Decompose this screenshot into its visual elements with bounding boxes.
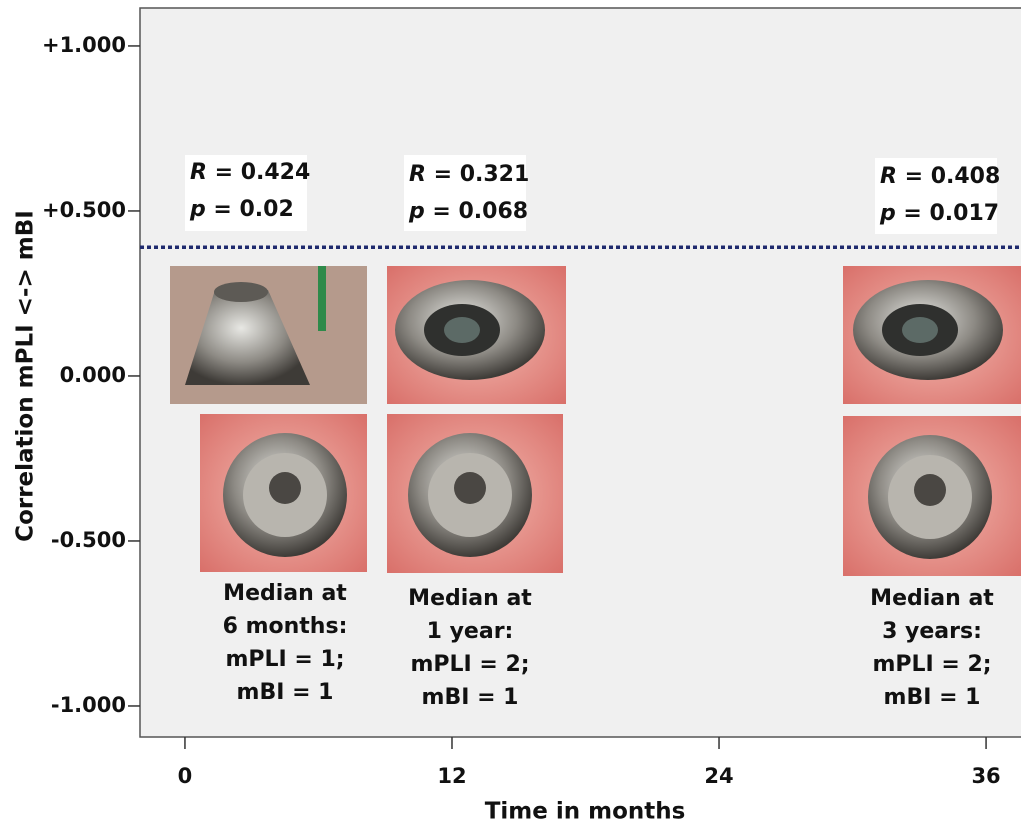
photo [387, 414, 563, 573]
r-value: R = 0.408 [880, 164, 1000, 189]
median-label: mPLI = 2; [872, 652, 991, 677]
median-label: 6 months: [223, 614, 348, 639]
median-label: mPLI = 2; [410, 652, 529, 677]
photo [843, 266, 1021, 404]
median-label: Median at [870, 586, 994, 611]
r-value: R = 0.321 [409, 162, 529, 187]
median-label: mPLI = 1; [225, 647, 344, 672]
median-label: mBI = 1 [884, 685, 981, 710]
median-label: 3 years: [882, 619, 982, 644]
p-value: p = 0.017 [879, 201, 999, 226]
median-label: 1 year: [427, 619, 514, 644]
r-value: R = 0.424 [190, 160, 310, 185]
x-axis-label: Time in months [485, 799, 686, 825]
photo [170, 266, 367, 404]
y-tick-label: +1.000 [42, 33, 126, 57]
y-tick-label: -0.500 [51, 528, 126, 552]
x-tick-label: 12 [437, 764, 466, 788]
page: {"chart_data": {"type": "annotated", "xl… [0, 0, 1021, 827]
median-label: Median at [408, 586, 532, 611]
y-tick-label: +0.500 [42, 198, 126, 222]
photo [387, 266, 566, 404]
chart: Time in months Correlation mPLI <-> mBI … [0, 0, 1021, 827]
median-label: mBI = 1 [422, 685, 519, 710]
p-value: p = 0.068 [408, 199, 528, 224]
x-tick-label: 36 [971, 764, 1000, 788]
p-value: p = 0.02 [189, 197, 294, 222]
median-label: mBI = 1 [237, 680, 334, 705]
y-tick-label: 0.000 [60, 363, 126, 387]
x-tick-label: 24 [704, 764, 733, 788]
photo [200, 414, 367, 572]
median-label: Median at [223, 581, 347, 606]
x-tick-label: 0 [178, 764, 193, 788]
y-tick-label: -1.000 [51, 693, 126, 717]
photo [843, 416, 1021, 576]
y-axis-label: Correlation mPLI <-> mBI [13, 210, 39, 542]
